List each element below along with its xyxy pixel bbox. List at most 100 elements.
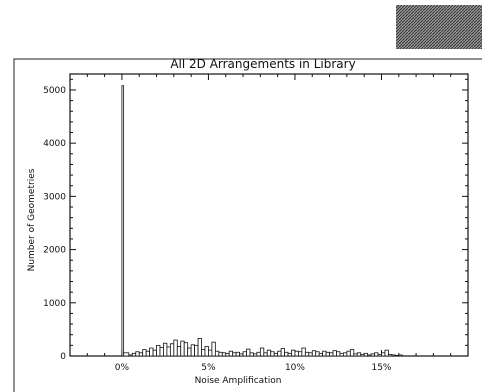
histogram-bar [253, 353, 258, 357]
histogram-bar [214, 350, 220, 357]
y-tick-label: 2000 [43, 246, 66, 256]
histogram-bar [315, 351, 320, 357]
histogram-bar [370, 353, 375, 357]
histogram-bar [308, 352, 313, 357]
histogram-bar [367, 354, 372, 357]
histogram-bar [353, 353, 358, 357]
histogram-bar [332, 350, 337, 357]
histogram-bar [284, 351, 289, 357]
histogram-bar [218, 351, 223, 357]
histogram-bar [194, 344, 199, 357]
histogram-bar [291, 349, 296, 357]
figure-frame [13, 58, 482, 392]
histogram-bar [318, 352, 324, 357]
histogram-bar [374, 352, 379, 357]
histogram-bar [197, 338, 202, 357]
outer-border [13, 58, 482, 392]
histogram-bar [349, 349, 355, 357]
histogram-bar [384, 349, 389, 357]
histogram-bar [131, 352, 137, 357]
histogram-bar [159, 347, 164, 357]
histogram-bar [173, 339, 178, 357]
histogram-bar [166, 346, 171, 357]
histogram-bar [298, 351, 303, 357]
histogram-bar [343, 352, 348, 357]
histogram-bar [339, 352, 344, 357]
axes-box [69, 73, 469, 357]
histogram-bar [145, 350, 150, 357]
histogram-bar [356, 352, 362, 357]
histogram-bar [242, 351, 247, 357]
y-tick-label: 3000 [43, 192, 66, 202]
histogram-bar [235, 351, 240, 357]
histogram-bar [138, 352, 144, 357]
histogram-bar [381, 352, 386, 357]
histogram-bar [180, 340, 185, 357]
histogram-bar [152, 349, 157, 357]
histogram-bar [322, 350, 327, 357]
histogram-bar [263, 352, 268, 357]
histogram-bar [336, 351, 341, 357]
x-tick-label: 10% [285, 363, 305, 373]
histogram-bar [325, 351, 330, 357]
x-tick-label: 0% [115, 363, 130, 373]
histogram-bar [266, 349, 272, 357]
histogram-bar [249, 352, 254, 357]
histogram-bar [232, 352, 237, 357]
histogram-bar [277, 350, 282, 357]
plot-area: 0 1000 2000 3000 4000 5000 0% 5% 10% 15% [43, 73, 469, 373]
histogram-bar [270, 351, 275, 357]
histogram-bar [156, 344, 161, 357]
histogram-bar [304, 351, 310, 357]
histogram-bar [363, 352, 369, 357]
histogram-bar [391, 354, 396, 357]
histogram-bar [169, 343, 175, 357]
y-tick-label: 4000 [43, 139, 66, 149]
histogram-bar [246, 348, 251, 357]
histogram-bar [394, 355, 400, 357]
histogram-bar [221, 352, 227, 357]
histogram-bar [204, 346, 209, 357]
histogram-bar [176, 346, 182, 357]
y-tick-label: 0 [60, 352, 66, 362]
histogram-bar [187, 347, 192, 357]
histogram-bar [259, 347, 265, 357]
histogram-bar [346, 350, 351, 357]
x-tick-label: 5% [201, 363, 216, 373]
histogram-bar [225, 352, 230, 357]
histogram-bar [149, 347, 154, 357]
histogram-bar [360, 354, 365, 357]
histogram-bar [208, 349, 213, 357]
histogram-bar [280, 348, 285, 357]
x-tick-label: 15% [371, 363, 391, 373]
histogram-bar [287, 352, 292, 357]
y-tick-label: 1000 [43, 299, 66, 309]
histogram-bar [201, 349, 206, 357]
histogram-bar [123, 352, 130, 357]
histogram-bar [311, 350, 317, 357]
x-axis-label: Noise Amplification [195, 376, 282, 386]
histogram-bar [121, 85, 125, 357]
histogram-bar [128, 354, 133, 357]
histogram-bar [142, 349, 147, 357]
hatched-corner-patch [396, 5, 482, 49]
y-axis-label: Number of Geometries [27, 168, 37, 271]
histogram-bar [294, 350, 299, 357]
histogram-bar [256, 351, 261, 357]
histogram-bar [301, 347, 306, 357]
histogram-bar [183, 342, 189, 357]
histogram-bar [329, 352, 334, 357]
chart-title: All 2D Arrangements in Library [170, 57, 355, 71]
histogram-bar [273, 352, 279, 357]
histogram-bar [135, 351, 140, 357]
histogram-bar [228, 350, 234, 357]
histogram-bar [377, 354, 382, 357]
histogram-bar [211, 341, 216, 357]
histogram-bar [398, 354, 403, 357]
histogram-bar [239, 353, 244, 357]
histogram-bar [387, 354, 393, 357]
histogram-bar [190, 344, 195, 357]
histogram-bar [163, 342, 168, 357]
y-tick-label: 5000 [43, 86, 66, 96]
